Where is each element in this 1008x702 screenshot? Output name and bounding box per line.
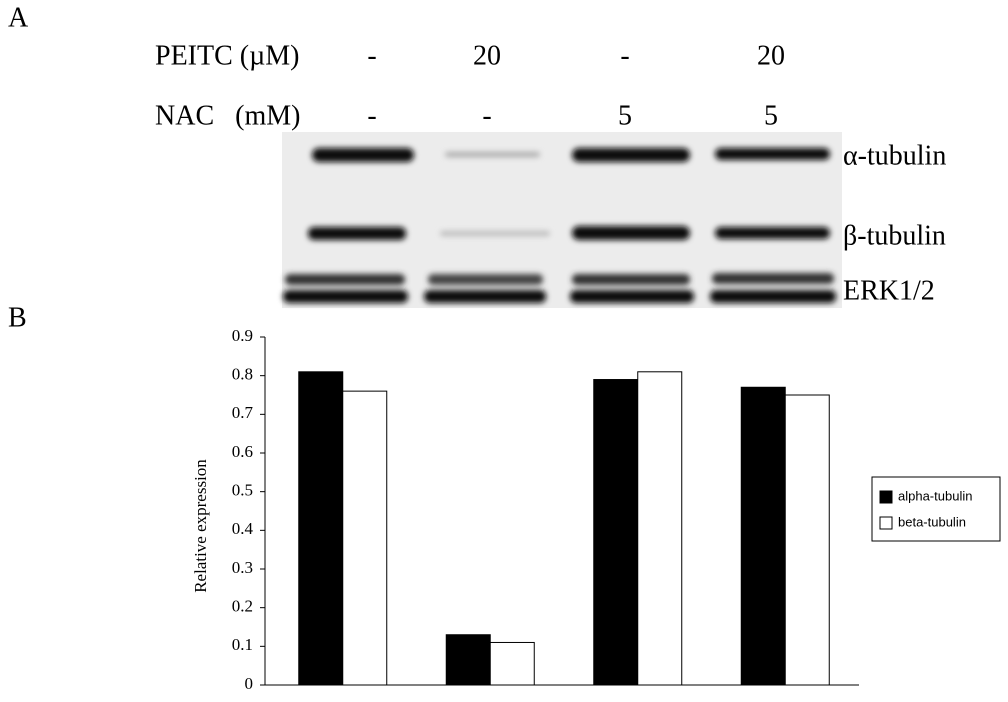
band	[710, 290, 836, 303]
band	[285, 274, 405, 285]
western-blot	[282, 132, 842, 308]
y-axis-label: Relative expression	[191, 459, 210, 593]
y-tick-label: 0.8	[232, 365, 253, 384]
y-tick-label: 0	[245, 674, 254, 693]
band	[445, 152, 540, 157]
band	[428, 274, 543, 285]
band	[715, 227, 830, 239]
treatment-level: -	[482, 100, 491, 131]
band	[312, 148, 414, 162]
legend-box	[871, 476, 1001, 542]
band	[712, 273, 834, 284]
y-tick-label: 0.4	[232, 519, 254, 538]
y-tick-label: 0.5	[232, 481, 253, 500]
band	[572, 274, 690, 285]
treatment-name: PEITC (µM)	[155, 40, 299, 71]
y-tick-label: 0.3	[232, 558, 253, 577]
treatment-level: -	[367, 40, 376, 71]
y-tick-label: 0.1	[232, 635, 253, 654]
band	[570, 290, 694, 303]
treatment-level: 20	[473, 40, 501, 71]
band	[308, 227, 406, 240]
band-label: β-tubulin	[843, 220, 946, 251]
bar	[298, 371, 344, 686]
bar	[593, 379, 639, 686]
bar	[637, 371, 683, 686]
bar	[445, 634, 491, 686]
band	[440, 231, 550, 236]
band	[572, 148, 690, 162]
legend-swatch	[879, 490, 893, 504]
treatment-name: NAC (mM)	[155, 100, 300, 131]
y-tick-label: 0.2	[232, 597, 253, 616]
legend-label: beta-tubulin	[898, 514, 966, 529]
treatment-level: -	[367, 100, 376, 131]
treatment-level: 5	[764, 100, 778, 131]
y-tick-label: 0.6	[232, 442, 253, 461]
band	[283, 290, 408, 303]
band	[715, 148, 830, 160]
panel-label: B	[8, 302, 27, 333]
y-tick-label: 0.9	[232, 326, 253, 345]
bar	[342, 390, 388, 686]
band	[424, 290, 546, 303]
bar	[784, 394, 830, 686]
legend-label: alpha-tubulin	[898, 488, 972, 503]
band-label: α-tubulin	[843, 140, 946, 171]
panel-label: A	[8, 2, 29, 33]
bar	[740, 386, 786, 686]
treatment-level: 20	[757, 40, 785, 71]
y-tick-label: 0.7	[232, 403, 254, 422]
treatment-level: -	[620, 40, 629, 71]
band-label: ERK1/2	[843, 275, 935, 306]
treatment-level: 5	[618, 100, 632, 131]
bar	[489, 641, 535, 686]
legend-swatch	[879, 516, 893, 530]
band	[572, 226, 690, 240]
